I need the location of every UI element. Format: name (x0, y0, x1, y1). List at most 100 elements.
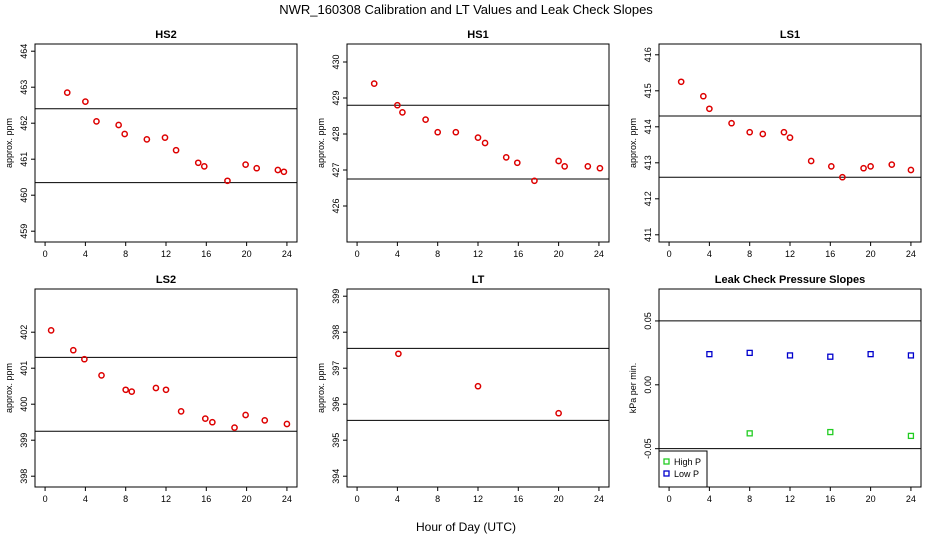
data-point (47, 327, 55, 334)
y-axis-label: approx. ppm (316, 118, 326, 168)
data-point (434, 128, 442, 136)
data-point (867, 350, 874, 358)
panel-title: LS1 (780, 29, 800, 41)
legend-label: Low P (674, 469, 699, 479)
data-point (561, 163, 569, 170)
data-point (194, 159, 202, 167)
data-point (827, 428, 834, 436)
data-point (98, 372, 105, 379)
data-point (283, 420, 291, 428)
x-tick-label: 0 (355, 494, 360, 504)
data-point (531, 177, 538, 185)
data-point (555, 157, 562, 165)
y-tick-label: 462 (19, 116, 29, 131)
y-tick-label: 395 (331, 433, 341, 448)
x-tick-label: 8 (435, 494, 440, 504)
x-tick-label: 16 (513, 249, 523, 259)
data-point (907, 352, 915, 359)
y-tick-label: 427 (331, 162, 341, 177)
data-point (746, 430, 753, 437)
x-tick-label: 4 (83, 494, 88, 504)
data-point (907, 166, 915, 174)
data-point (177, 408, 185, 415)
x-tick-label: 20 (242, 494, 252, 504)
y-tick-label: 399 (19, 433, 29, 448)
y-axis-label: approx. ppm (4, 118, 14, 168)
y-tick-label: 411 (643, 228, 653, 242)
data-point (115, 121, 122, 129)
x-tick-label: 16 (513, 494, 523, 504)
data-point (370, 80, 378, 87)
panel-title: LT (472, 274, 485, 286)
x-tick-label: 20 (866, 249, 876, 259)
panel-title: Leak Check Pressure Slopes (715, 274, 865, 286)
y-tick-label: 426 (331, 198, 341, 213)
data-point (827, 163, 835, 170)
data-point (261, 417, 269, 424)
data-point (143, 136, 151, 143)
data-point (907, 432, 915, 440)
y-tick-label: 461 (19, 152, 29, 167)
legend-label: High P (674, 457, 701, 467)
data-point (242, 411, 249, 419)
data-point (69, 346, 77, 354)
y-axis-label: approx. ppm (316, 363, 326, 413)
data-point (481, 139, 489, 147)
y-tick-label: 428 (331, 126, 341, 141)
data-point (224, 177, 231, 185)
data-point (839, 173, 846, 181)
y-tick-label: 415 (643, 83, 653, 98)
y-tick-label: 0.00 (643, 376, 653, 394)
data-point (81, 355, 88, 363)
y-tick-label: 464 (19, 44, 29, 59)
y-tick-label: 394 (331, 469, 341, 484)
data-point (200, 163, 208, 170)
panel-hs1: HS1 approx. ppm 0 4 8 12 16 20 24 426 427 428 429 430 (316, 29, 610, 259)
data-point (746, 128, 754, 136)
x-tick-label: 0 (355, 249, 360, 259)
x-tick-label: 12 (473, 494, 483, 504)
y-tick-label: -0.05 (643, 438, 653, 459)
x-tick-label: 4 (707, 249, 712, 259)
y-tick-label: 401 (19, 361, 29, 376)
data-point (280, 168, 288, 176)
data-point (596, 164, 604, 172)
data-point (555, 409, 562, 417)
x-tick-label: 12 (161, 249, 171, 259)
data-point (128, 388, 136, 395)
panel-frame (34, 43, 298, 243)
x-tick-label: 4 (395, 494, 400, 504)
data-point (728, 119, 735, 127)
data-point (209, 418, 216, 426)
y-tick-label: 412 (643, 191, 653, 206)
x-tick-label: 8 (123, 494, 128, 504)
x-tick-label: 24 (594, 249, 604, 259)
panel-frame (346, 288, 610, 488)
x-tick-label: 16 (825, 249, 835, 259)
x-tick-label: 0 (43, 494, 48, 504)
data-point (231, 424, 238, 431)
data-point (888, 161, 896, 168)
y-axis-label: approx. ppm (4, 363, 14, 413)
data-point (242, 161, 249, 168)
data-point (422, 116, 429, 123)
x-tick-label: 16 (825, 494, 835, 504)
data-point (867, 163, 874, 170)
data-point (786, 134, 794, 141)
y-tick-label: 399 (331, 289, 341, 304)
data-point (502, 154, 510, 161)
y-tick-label: 397 (331, 361, 341, 376)
data-point (161, 134, 169, 141)
x-tick-label: 20 (242, 249, 252, 259)
x-tick-label: 8 (435, 249, 440, 259)
legend-swatch (663, 458, 670, 465)
x-tick-label: 8 (123, 249, 128, 259)
x-tick-label: 0 (667, 249, 672, 259)
legend-box (658, 450, 708, 488)
data-point (786, 352, 794, 359)
data-point (274, 166, 282, 174)
data-point (474, 134, 482, 141)
y-tick-label: 0.05 (643, 312, 653, 330)
panel-hs2: HS2 approx. ppm 0 4 8 12 16 20 24 459 460 461 462 463… (4, 29, 298, 259)
